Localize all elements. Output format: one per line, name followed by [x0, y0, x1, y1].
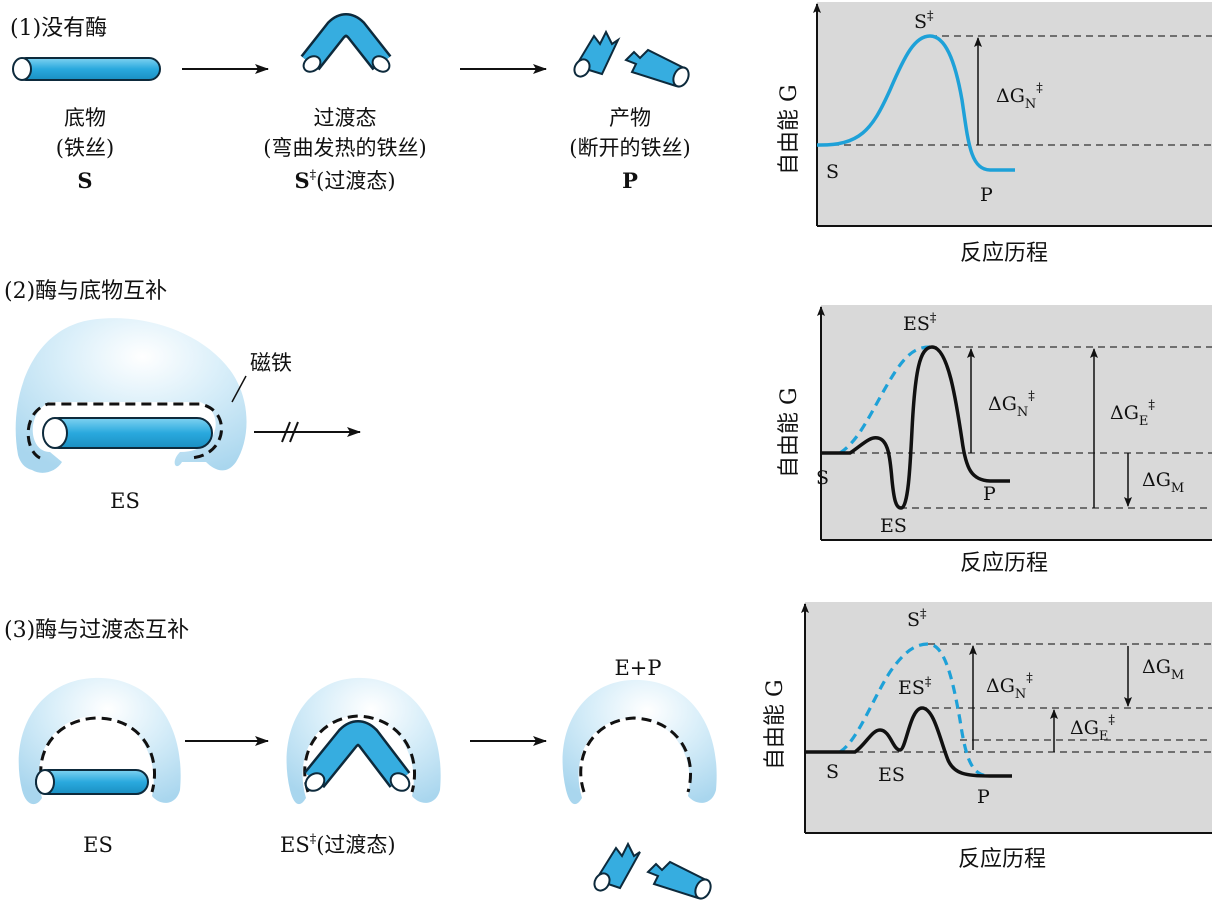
s1-stage3-line2: (断开的铁丝) — [569, 136, 690, 160]
magnet-dashed-outline — [39, 716, 157, 793]
chart1-y-axis-label: 自由能 G — [777, 84, 802, 175]
enzyme-icon — [18, 677, 181, 805]
straight-wire-icon — [35, 769, 149, 795]
chart2-gapM-label: ΔGM — [1142, 469, 1184, 496]
chart2-y-axis-label: 自由能 G — [777, 387, 802, 478]
s1-stage3-line3: P — [622, 168, 638, 193]
s1-stage1-line2: (铁丝) — [56, 136, 114, 160]
s1-stage2-line3: S‡(过渡态) — [294, 168, 395, 193]
chart2-x-axis-label: 反应历程 — [960, 551, 1048, 576]
s1-stage3-line1: 产物 — [609, 106, 651, 130]
s3-stage1-label: ES — [83, 833, 113, 857]
magnet-pointer-line — [231, 375, 247, 403]
chart1-gapN-label: ΔGN‡ — [996, 81, 1043, 112]
bent-wire-icon — [303, 720, 411, 792]
chart3-peak-label: S‡ — [907, 607, 927, 631]
chart3-gapE-label: ΔGE‡ — [1070, 713, 1115, 744]
chart2-gapN-label: ΔGN‡ — [988, 389, 1035, 420]
s3-stage3-label: E+P — [614, 656, 661, 680]
magnet-dashed-outline — [579, 716, 693, 793]
s1-stage2-line2: (弯曲发热的铁丝) — [263, 136, 426, 160]
chart3-start-label: S — [826, 761, 839, 783]
broken-wire-icon — [593, 841, 712, 900]
chart1-x-axis-label: 反应历程 — [960, 241, 1048, 266]
straight-wire-icon — [42, 417, 213, 449]
chart2-peak-label: ES‡ — [903, 311, 937, 335]
chart2-gapE-label: ΔGE‡ — [1110, 398, 1155, 429]
chart3-catalyzed-curve — [805, 706, 1012, 778]
chart1-peak-label: S‡ — [914, 9, 934, 33]
energy-chart-1: S S‡ P ΔGN‡ 自由能 G 反应历程 — [777, 2, 1212, 266]
s1-stage2-line1: 过渡态 — [314, 106, 377, 130]
s3-stage2-label: ES‡(过渡态) — [280, 832, 396, 857]
chart2-well-label: ES — [880, 515, 907, 537]
section1-heading: (1)没有酶 — [10, 16, 107, 41]
chart3-gapN-label: ΔGN‡ — [986, 671, 1033, 702]
chart1-plot-area — [817, 2, 1212, 226]
enzyme-icon — [15, 318, 247, 473]
straight-wire-icon — [12, 57, 161, 81]
chart2-uncatalyzed-curve — [839, 345, 931, 455]
chart3-x-axis-label: 反应历程 — [958, 847, 1046, 872]
section2-heading: (2)酶与底物互补 — [4, 279, 167, 304]
chart2-catalyzed-curve — [821, 345, 1010, 510]
chart2-end-label: P — [983, 483, 996, 505]
enzyme-icon — [562, 679, 717, 805]
chart2-plot-area — [821, 305, 1212, 540]
energy-chart-3: S S‡ ES‡ ES P ΔGN‡ ΔGM ΔGE‡ 自由能 G 反应历程 — [763, 602, 1212, 872]
chart1-end-label: P — [980, 184, 993, 206]
s1-stage1-line3: S — [77, 168, 92, 193]
broken-wire-icon — [573, 29, 690, 88]
bent-wire-icon — [300, 13, 392, 73]
chart1-uncatalyzed-curve — [816, 34, 1015, 172]
magnet-dashed-outline — [303, 714, 417, 793]
chart3-gapM-label: ΔGM — [1142, 656, 1184, 683]
energy-chart-2: S ES‡ ES P ΔGN‡ ΔGE‡ ΔGM 自由能 G 反应历程 — [777, 305, 1212, 576]
s1-stage1-line1: 底物 — [64, 106, 106, 130]
chart3-end-label: P — [977, 786, 990, 808]
s2-complex-label: ES — [110, 489, 140, 513]
chart1-start-label: S — [826, 161, 839, 183]
chart3-y-axis-label: 自由能 G — [763, 679, 788, 770]
chart3-uncatalyzed-curve — [839, 642, 991, 778]
chart3-well-label: ES — [878, 764, 905, 786]
enzyme-icon — [286, 677, 441, 805]
section3-heading: (3)酶与过渡态互补 — [4, 618, 189, 643]
chart3-mid-label: ES‡ — [898, 675, 932, 699]
magnet-dashed-outline — [26, 402, 223, 460]
chart2-start-label: S — [816, 467, 829, 489]
magnet-label: 磁铁 — [250, 351, 292, 375]
chart3-plot-area — [805, 602, 1212, 833]
